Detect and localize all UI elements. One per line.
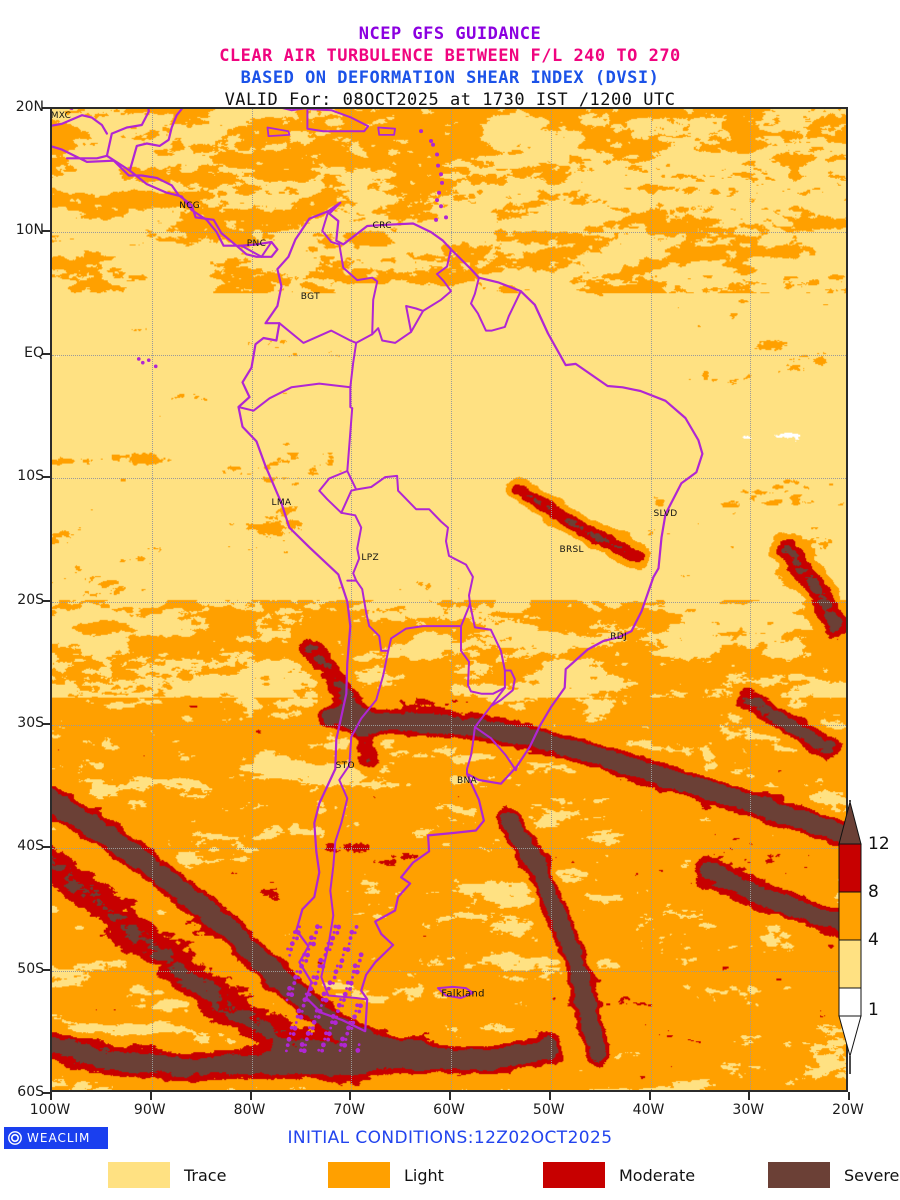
gridline-lon — [151, 109, 153, 1090]
x-tick-mark — [748, 1092, 751, 1100]
x-tick-label: 70W — [333, 1102, 366, 1118]
x-tick-mark — [449, 1092, 451, 1100]
gridline-lon — [750, 109, 752, 1090]
gridline-lat — [52, 478, 846, 480]
y-tick-mark — [42, 230, 50, 233]
coastline-layer — [52, 109, 704, 1054]
y-tick-mark — [42, 353, 50, 356]
legend-item-light: Light — [328, 1162, 444, 1188]
y-tick-label: 50S — [17, 960, 44, 977]
y-axis: 20N 10N EQ 10S 20S 30S 40S 50S 60S — [0, 99, 50, 1100]
legend-label-severe: Severe — [844, 1165, 900, 1185]
y-tick-mark — [42, 476, 50, 479]
legend-item-moderate: Moderate — [543, 1162, 695, 1188]
y-tick-label: 20N — [15, 99, 44, 115]
city-label-falkland: Falkland — [441, 988, 485, 1000]
city-label-brsl: BRSL — [559, 544, 584, 555]
colorbar[interactable]: 12 8 4 1 — [838, 800, 890, 1085]
gridline-lon — [451, 109, 452, 1090]
y-tick-mark — [42, 107, 50, 109]
x-tick-mark — [149, 1092, 152, 1100]
x-tick-mark — [349, 1092, 352, 1100]
colorbar-tick-12: 12 — [868, 834, 890, 854]
legend-swatch-moderate — [543, 1162, 605, 1188]
y-tick-label: 10S — [17, 468, 44, 485]
initial-conditions-text: INITIAL CONDITIONS:12Z02OCT2025 — [287, 1128, 613, 1148]
x-tick-mark — [249, 1092, 252, 1100]
city-label-lma: LMA — [271, 498, 292, 508]
city-label-pnc: PNC — [246, 239, 267, 250]
gridline-lat — [52, 970, 846, 972]
y-tick-label: EQ — [24, 345, 44, 362]
title-line-method: BASED ON DEFORMATION SHEAR INDEX (DVSI) — [240, 68, 660, 88]
weaclim-logo[interactable]: WEACLIM — [4, 1127, 108, 1149]
x-tick-label: 30W — [732, 1102, 765, 1118]
turbulence-field-canvas — [52, 109, 846, 1090]
title-line-valid-time: VALID For: 08OCT2025 at 1730 IST /1200 U… — [224, 90, 676, 110]
circle-logo-icon — [8, 1131, 22, 1145]
legend-label-light: Light — [404, 1165, 444, 1185]
y-tick-label: 60S — [17, 1084, 44, 1100]
legend-item-severe: Severe — [768, 1162, 899, 1188]
legend-swatch-trace — [108, 1162, 170, 1188]
y-tick-mark — [42, 722, 50, 725]
x-tick-label: 50W — [532, 1102, 565, 1118]
x-tick-label: 80W — [233, 1102, 266, 1118]
city-label-bgt: BGT — [300, 292, 320, 303]
weaclim-label: WEACLIM — [27, 1131, 91, 1145]
x-tick-mark — [848, 1092, 850, 1100]
legend-swatch-light — [328, 1162, 390, 1188]
x-tick-mark — [648, 1092, 651, 1100]
city-label-ncg: NCG — [179, 201, 201, 212]
y-tick-label: 10N — [15, 222, 44, 239]
x-tick-label: 40W — [632, 1102, 665, 1118]
y-tick-label: 30S — [17, 714, 44, 731]
y-tick-mark — [42, 968, 50, 971]
x-tick-mark — [50, 1092, 52, 1100]
gridline-lat — [52, 724, 846, 726]
city-label-lpz: LPZ — [361, 553, 379, 564]
map-frame[interactable]: MXC NCG CRC PNC BGT LMA LPZ BRSL SLVD RDJ STO BNA Fa… — [50, 107, 848, 1092]
y-tick-label: 40S — [17, 837, 44, 854]
colorbar-svg — [838, 800, 862, 1074]
x-tick-label: 90W — [133, 1102, 166, 1118]
y-tick-label: 20S — [17, 591, 44, 608]
y-tick-mark — [42, 845, 50, 848]
title-line-agency: NCEP GFS GUIDANCE — [358, 24, 542, 44]
gridline-lon — [550, 109, 552, 1090]
x-tick-label: 60W — [433, 1102, 465, 1118]
gridline-lat — [52, 355, 846, 357]
gridline-lon — [650, 109, 652, 1090]
x-tick-label: 20W — [832, 1102, 864, 1118]
colorbar-tick-1: 1 — [868, 1000, 879, 1020]
title-block: NCEP GFS GUIDANCE CLEAR AIR TURBULENCE B… — [0, 24, 900, 110]
city-label-crc: CRC — [372, 220, 392, 231]
legend-label-moderate: Moderate — [619, 1165, 696, 1185]
gridline-lat — [52, 232, 846, 234]
city-label-mxc: MXC — [50, 111, 72, 122]
legend-swatch-severe — [768, 1162, 830, 1188]
y-tick-mark — [42, 599, 50, 602]
city-label-rdj: RDJ — [610, 632, 627, 643]
title-line-product: CLEAR AIR TURBULENCE BETWEEN F/L 240 TO … — [219, 46, 681, 66]
x-tick-label: 100W — [29, 1102, 71, 1118]
severity-legend: Trace Light Moderate Severe — [0, 1158, 900, 1192]
legend-label-trace: Trace — [184, 1165, 227, 1185]
x-axis: 100W 90W 80W 70W 60W 50W 40W 30W 20W — [30, 1092, 864, 1132]
gridline-lon — [351, 109, 353, 1090]
gridline-lat — [52, 601, 846, 603]
city-label-sto: STO — [335, 761, 355, 772]
legend-item-trace: Trace — [108, 1162, 226, 1188]
colorbar-tick-8: 8 — [868, 882, 879, 902]
y-tick-mark — [42, 1092, 50, 1094]
city-label-slvd: SLVD — [653, 509, 678, 520]
colorbar-tick-4: 4 — [868, 930, 879, 950]
gridline-lon — [251, 109, 253, 1090]
city-label-bna: BNA — [456, 776, 477, 787]
x-tick-mark — [548, 1092, 551, 1100]
gridline-lat — [52, 847, 846, 849]
